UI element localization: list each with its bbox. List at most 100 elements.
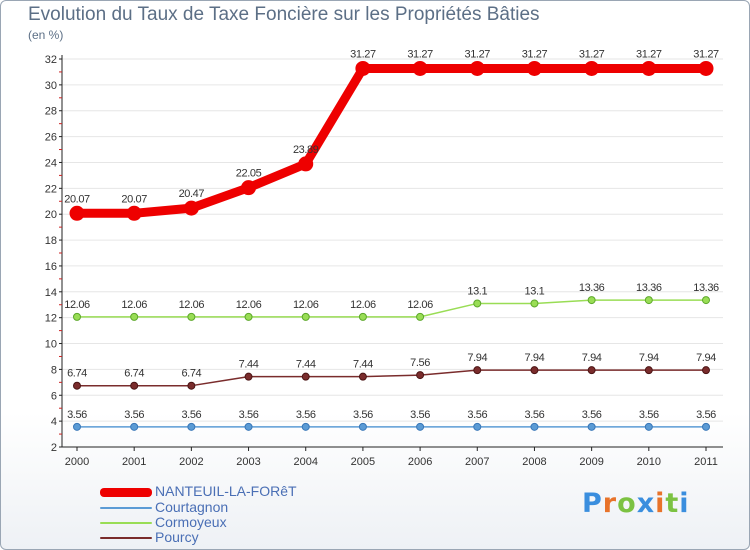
x-tick-label: 2006 <box>408 456 432 468</box>
y-tick-label: 32 <box>45 54 57 66</box>
data-point <box>187 312 196 321</box>
data-point <box>130 422 139 431</box>
data-point <box>73 422 81 431</box>
data-label: 6.74 <box>124 368 144 380</box>
data-label: 12.06 <box>64 299 90 311</box>
data-point <box>473 299 482 308</box>
data-point <box>641 60 657 76</box>
y-tick-label: 6 <box>51 390 57 402</box>
data-point <box>244 312 253 321</box>
data-label: 12.06 <box>350 299 376 311</box>
data-label: 7.44 <box>353 359 373 371</box>
y-tick-label: 24 <box>45 157 57 169</box>
data-label: 3.56 <box>410 409 430 421</box>
x-tick-label: 2010 <box>637 456 661 468</box>
data-label: 12.06 <box>179 299 205 311</box>
data-point <box>73 312 81 321</box>
data-label: 6.74 <box>67 368 87 380</box>
data-point <box>416 312 425 321</box>
y-tick-label: 20 <box>45 209 57 221</box>
y-tick-label: 22 <box>45 183 57 195</box>
data-point <box>530 422 539 431</box>
y-tick-label: 30 <box>45 80 57 92</box>
data-point <box>130 312 139 321</box>
x-tick-label: 2001 <box>122 456 146 468</box>
data-label: 31.27 <box>579 48 605 60</box>
legend-swatch-cormoyeux <box>100 522 152 524</box>
data-point <box>244 372 253 381</box>
data-point <box>644 366 653 375</box>
data-label: 31.27 <box>407 48 433 60</box>
data-label: 23.89 <box>293 144 319 156</box>
data-label: 3.56 <box>67 409 87 421</box>
data-point <box>587 422 596 431</box>
logo-letter: o <box>617 488 637 519</box>
data-label: 7.56 <box>410 357 430 369</box>
data-point <box>241 180 257 196</box>
logo-letter: t <box>665 488 680 519</box>
data-label: 12.06 <box>293 299 319 311</box>
data-point <box>469 60 485 76</box>
data-label: 3.56 <box>525 409 545 421</box>
x-tick-label: 2005 <box>351 456 375 468</box>
logo-letter: x <box>636 488 656 519</box>
data-point <box>183 200 199 216</box>
data-point <box>69 205 85 221</box>
logo-letter: i <box>655 488 666 519</box>
data-label: 3.56 <box>181 409 201 421</box>
x-tick-label: 2009 <box>579 456 603 468</box>
data-label: 7.94 <box>525 352 545 364</box>
y-tick-label: 14 <box>45 287 57 299</box>
legend-label-pourcy: Pourcy <box>155 529 199 545</box>
data-label: 31.27 <box>693 48 719 60</box>
data-point <box>644 296 653 305</box>
data-point <box>301 372 310 381</box>
logo-letter: i <box>679 488 690 519</box>
x-tick-label: 2003 <box>236 456 260 468</box>
legend-label-nanteuil: NANTEUIL-LA-FORêT <box>155 483 297 499</box>
data-label: 7.94 <box>467 352 487 364</box>
data-label: 13.1 <box>467 285 487 297</box>
data-label: 20.47 <box>179 188 205 200</box>
legend-swatch-courtagnon <box>100 507 152 509</box>
data-label: 3.56 <box>296 409 316 421</box>
data-label: 12.06 <box>236 299 262 311</box>
legend-label-cormoyeux: Cormoyeux <box>155 514 227 530</box>
data-point <box>301 422 310 431</box>
data-point <box>530 366 539 375</box>
unit-label: (en %) <box>28 28 64 42</box>
data-point <box>126 205 142 221</box>
data-point <box>644 422 653 431</box>
data-label: 3.56 <box>467 409 487 421</box>
data-point <box>702 366 710 375</box>
data-label: 12.06 <box>407 299 433 311</box>
data-point <box>587 296 596 305</box>
data-point <box>526 60 542 76</box>
data-label: 3.56 <box>124 409 144 421</box>
data-point <box>187 422 196 431</box>
data-label: 7.94 <box>639 352 659 364</box>
chart-title: Evolution du Taux de Taxe Foncière sur l… <box>28 4 540 25</box>
data-label: 3.56 <box>239 409 259 421</box>
data-point <box>702 296 710 305</box>
x-tick-label: 2004 <box>293 456 317 468</box>
data-label: 7.94 <box>696 352 716 364</box>
data-label: 31.27 <box>636 48 662 60</box>
data-label: 13.36 <box>693 282 719 294</box>
series-line-0 <box>72 63 711 218</box>
y-tick-label: 8 <box>51 364 57 376</box>
data-label: 20.07 <box>121 193 147 205</box>
series-line-3 <box>76 369 707 387</box>
logo-letter: P <box>582 488 603 519</box>
data-point <box>530 299 539 308</box>
data-point <box>301 312 310 321</box>
data-point <box>416 371 425 380</box>
data-label: 22.05 <box>236 168 262 180</box>
logo-letter: r <box>602 488 618 519</box>
data-label: 7.44 <box>239 359 259 371</box>
y-tick-label: 28 <box>45 106 57 118</box>
data-label: 31.27 <box>465 48 491 60</box>
data-point <box>473 422 482 431</box>
data-label: 6.74 <box>181 368 201 380</box>
data-label: 3.56 <box>639 409 659 421</box>
